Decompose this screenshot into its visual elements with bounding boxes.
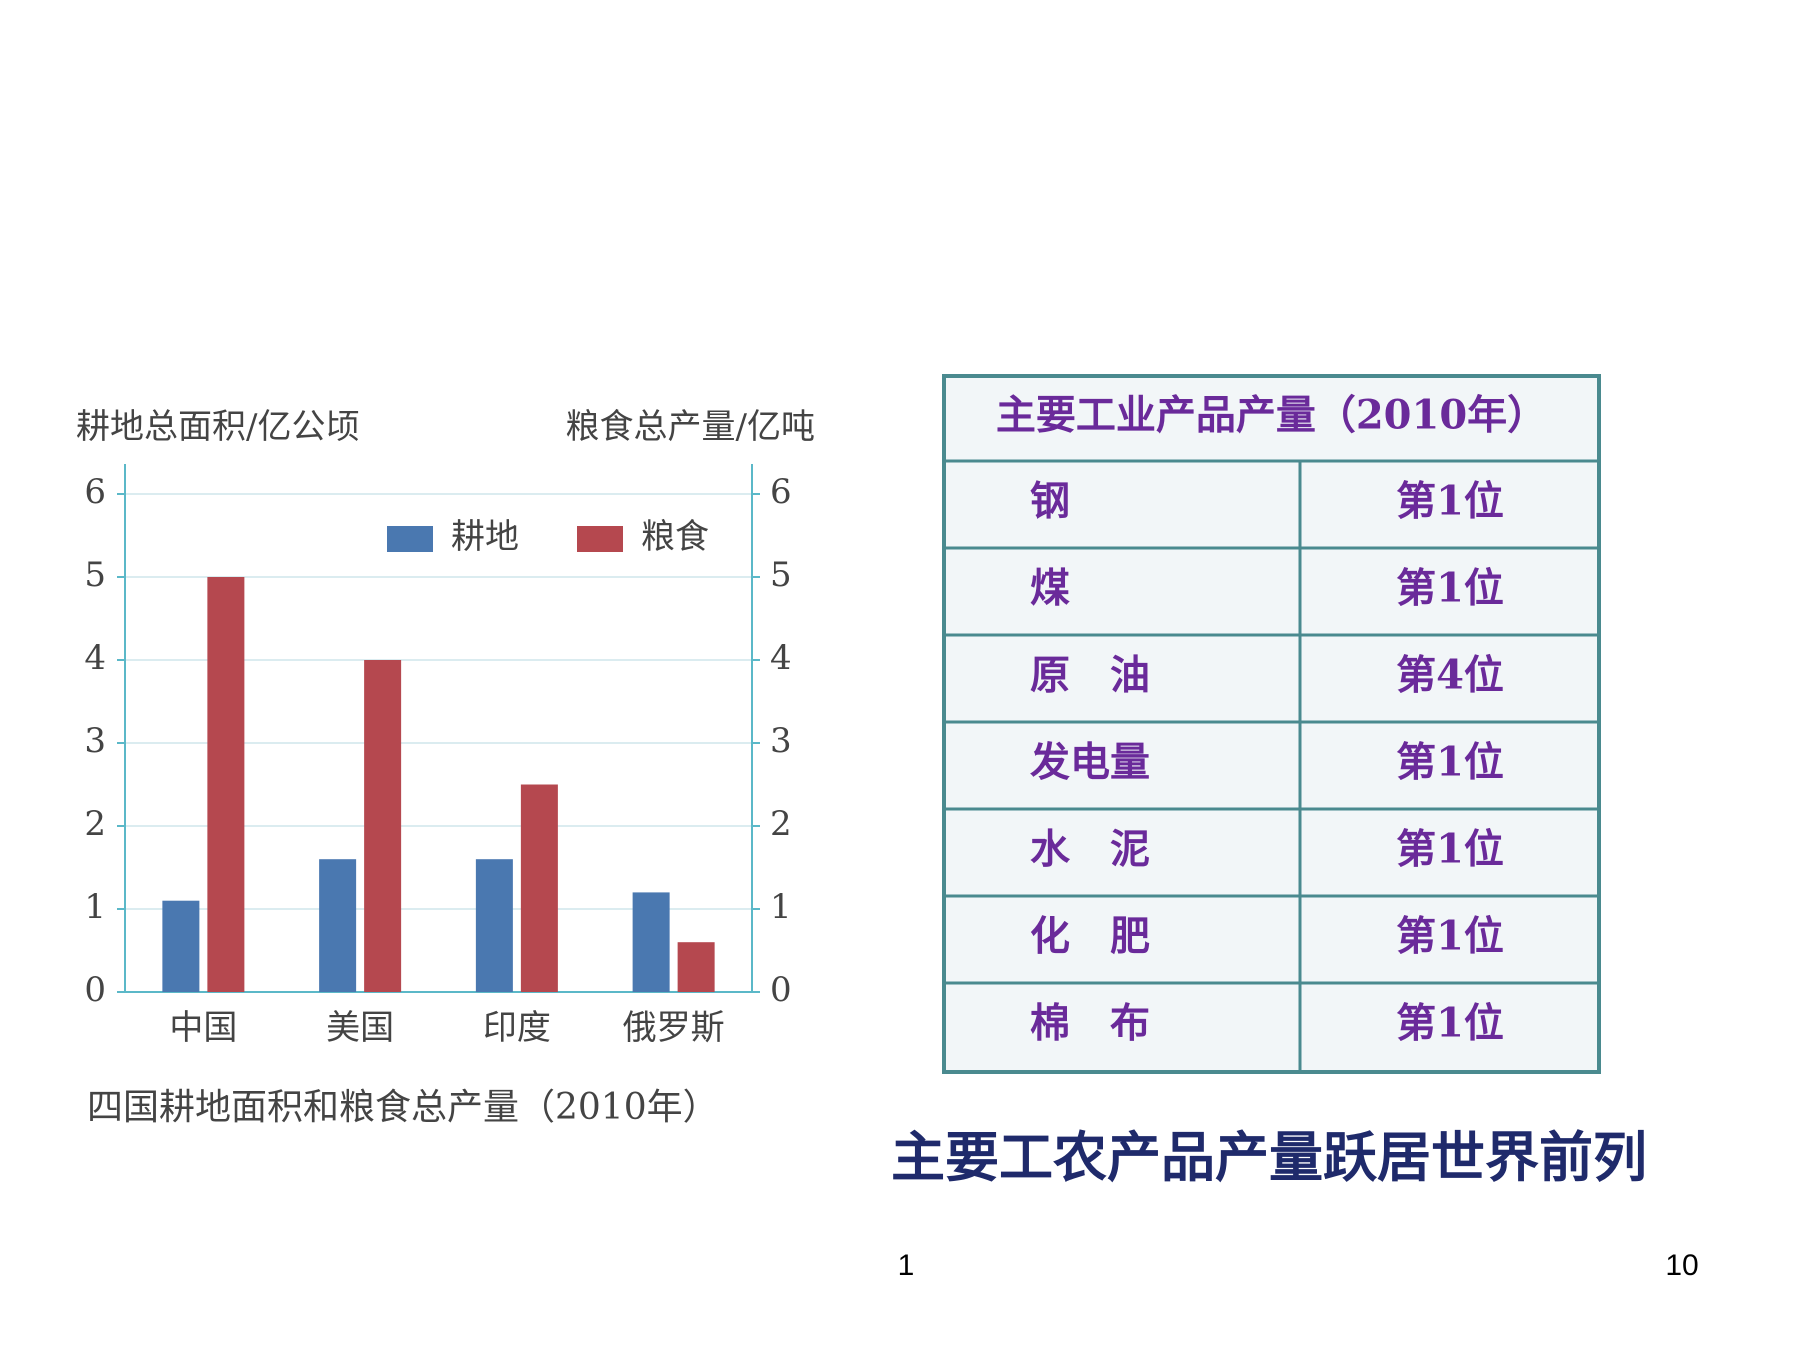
table-cell: 第1位 [1396,565,1504,612]
legend-swatch [577,526,623,552]
y-tick-label: 5 [84,555,106,595]
table-cell: 第1位 [1396,826,1504,873]
table-cell: 发电量 [1030,739,1150,786]
bar [162,900,200,992]
bar [207,577,245,992]
table-cell: 第1位 [1396,913,1504,960]
table-frame [942,374,1601,1074]
x-tick-label: 中国 [169,1008,237,1048]
table-cell: 第1位 [1396,1000,1504,1047]
y-tick-label: 2 [84,804,106,844]
table-cell: 原 油 [1030,652,1150,699]
page-number: 10 [1665,1249,1698,1282]
table-cell: 化 肥 [1030,913,1150,960]
bar [319,859,357,992]
y2-tick-label: 1 [770,887,792,927]
y-tick-label: 6 [84,472,106,512]
x-tick-label: 俄罗斯 [623,1008,725,1048]
table-cell: 水 泥 [1030,826,1150,873]
bar [677,942,715,992]
chart-caption: 四国耕地面积和粮食总产量（2010年） [87,1087,719,1128]
bar [520,784,558,992]
slide-caption: 主要工农产品产量跃居世界前列 [891,1125,1647,1189]
y2-tick-label: 0 [770,970,792,1010]
y2-tick-label: 6 [770,472,792,512]
y-tick-label: 4 [84,638,106,678]
legend-label: 粮食 [641,517,709,557]
page-number: 1 [898,1249,915,1282]
x-tick-label: 美国 [326,1008,394,1048]
y-tick-label: 0 [84,970,106,1010]
legend-swatch [387,526,433,552]
table-cell: 棉 布 [1030,1000,1150,1047]
y-tick-label: 1 [84,887,106,927]
y2-tick-label: 4 [770,638,792,678]
y2-tick-label: 2 [770,804,792,844]
y2-axis-label: 粮食总产量/亿吨 [566,407,815,447]
table-cell: 第4位 [1396,652,1504,699]
table-cell: 第1位 [1396,739,1504,786]
bar [632,892,670,992]
bar [364,660,402,992]
bar [475,859,513,992]
y-axis-label: 耕地总面积/亿公顷 [76,407,359,447]
legend-label: 耕地 [451,517,519,557]
table-cell: 第1位 [1396,478,1504,525]
y2-tick-label: 3 [770,721,792,761]
table-title: 主要工业产品产量（2010年） [996,392,1547,439]
table-cell: 钢 [1030,478,1070,525]
table-cell: 煤 [1030,565,1070,612]
y-tick-label: 3 [84,721,106,761]
y2-tick-label: 5 [770,555,792,595]
x-tick-label: 印度 [483,1008,551,1048]
